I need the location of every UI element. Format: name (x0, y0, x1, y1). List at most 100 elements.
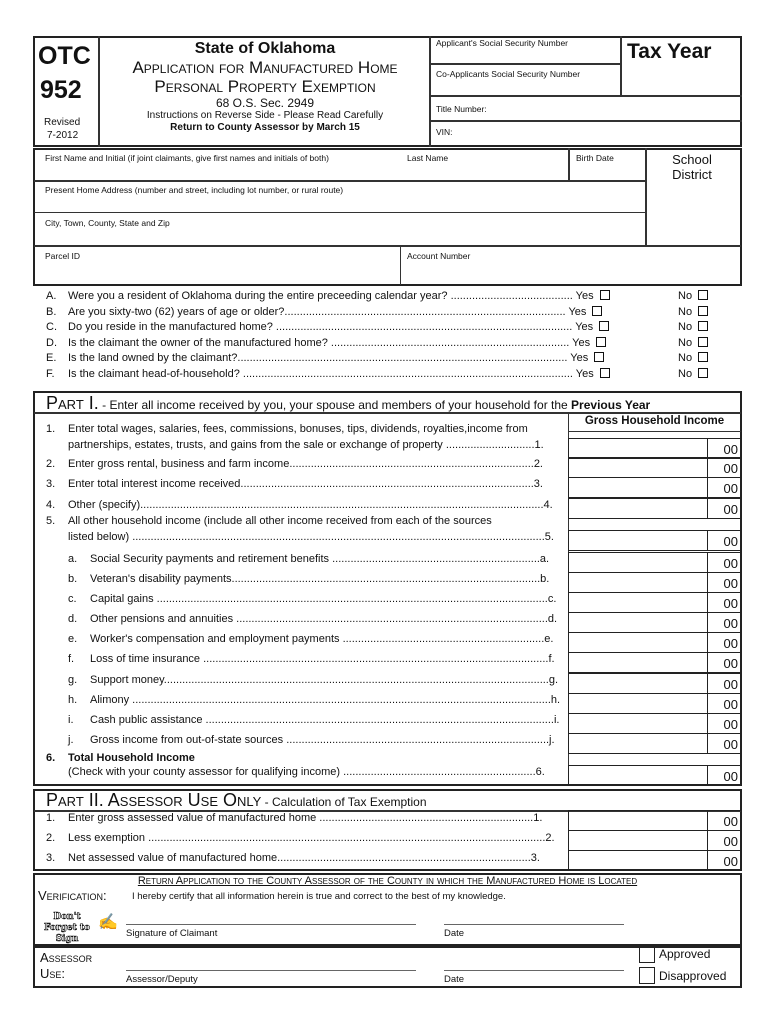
part2-dash: - (261, 795, 272, 809)
no-checkbox[interactable] (698, 321, 709, 331)
amount-field-e[interactable]: 00 (568, 632, 741, 653)
cents-field[interactable]: 00 (707, 810, 741, 831)
amount-field-b[interactable]: 00 (568, 572, 741, 593)
cents-field[interactable]: 00 (707, 477, 741, 498)
amount-field-2[interactable]: 00 (568, 457, 741, 478)
approved-checkbox[interactable] (639, 946, 655, 963)
yes-checkbox[interactable] (594, 352, 605, 362)
tax-year-label: Tax Year (627, 40, 712, 63)
cents-field[interactable]: 00 (707, 530, 741, 551)
cents-field[interactable]: 00 (707, 457, 741, 478)
signature-date-label: Date (444, 928, 465, 939)
school-district-label: School District (672, 152, 712, 182)
question-letter: D. (46, 337, 57, 349)
cents-field[interactable]: 00 (707, 850, 741, 871)
co-ssn-field[interactable] (432, 79, 618, 94)
no-option: No (678, 321, 709, 333)
cents-field[interactable]: 00 (707, 652, 741, 673)
line-text: listed below) ..........................… (68, 531, 554, 543)
last-name-field[interactable] (405, 164, 565, 178)
amount-field-g[interactable]: 00 (568, 673, 741, 694)
income-line-4: 4. Other (specify).......................… (46, 499, 553, 511)
cents-field[interactable]: 00 (707, 830, 741, 851)
yes-checkbox[interactable] (592, 306, 603, 316)
amount-field-d[interactable]: 00 (568, 612, 741, 633)
line-text: Enter gross assessed value of manufactur… (68, 812, 543, 824)
cents-field[interactable]: 00 (707, 552, 741, 573)
first-name-field[interactable] (40, 164, 400, 178)
vin-field[interactable] (460, 122, 738, 144)
signature-field[interactable] (126, 924, 416, 925)
tax-year-field[interactable] (624, 66, 739, 94)
cents-field[interactable]: 00 (707, 765, 741, 786)
signature-date-field[interactable] (444, 924, 624, 925)
cents-field[interactable]: 00 (707, 713, 741, 734)
assessor-deputy-label: Assessor/Deputy (126, 974, 198, 985)
title-number-field[interactable] (490, 98, 738, 118)
part1-desc-bold: Previous Year (571, 398, 651, 412)
amount-field-1[interactable]: 00 (568, 438, 741, 459)
cents-field[interactable]: 00 (707, 592, 741, 613)
cents-field[interactable]: 00 (707, 438, 741, 459)
amount-field-3[interactable]: 00 (568, 477, 741, 498)
no-checkbox[interactable] (698, 352, 709, 362)
assessment-amount-field-3[interactable]: 00 (568, 850, 741, 871)
line-text: Veteran's disability payments...........… (90, 573, 550, 585)
amount-field-f[interactable]: 00 (568, 652, 741, 673)
question-a: A. Were you a resident of Oklahoma during… (46, 290, 610, 302)
yes-checkbox[interactable] (599, 290, 610, 300)
income-line-b: b. Veteran's disability payments.........… (68, 573, 549, 585)
line-text: All other household income (include all … (68, 515, 492, 527)
birth-date-field[interactable] (572, 164, 642, 178)
cents-field[interactable]: 00 (707, 673, 741, 694)
cents-field[interactable]: 00 (707, 693, 741, 714)
address-field[interactable] (40, 196, 640, 210)
ssn-field[interactable] (432, 48, 618, 62)
applicant-box (33, 148, 742, 286)
amount-field-4[interactable]: 00 (568, 498, 741, 519)
line-text: Worker's compensation and employment pay… (90, 633, 554, 645)
header-box (33, 36, 742, 147)
assessor-label-line2: Use: (40, 966, 66, 981)
amount-field-j[interactable]: 00 (568, 733, 741, 754)
disapproved-checkbox[interactable] (639, 967, 655, 984)
school-district-field[interactable] (650, 185, 738, 243)
line-text: Capital gains ..........................… (90, 593, 557, 605)
ssn-label: Applicant's Social Security Number (436, 38, 569, 48)
form-number: 952 (40, 76, 82, 104)
question-letter: A. (46, 290, 57, 302)
no-checkbox[interactable] (698, 368, 709, 378)
line-text: Less exemption .........................… (68, 832, 555, 844)
parcel-field[interactable] (40, 263, 395, 283)
question-letter: C. (46, 321, 57, 333)
cents-field[interactable]: 00 (707, 733, 741, 754)
amount-field-i[interactable]: 00 (568, 713, 741, 734)
revised-label: Revised (44, 117, 81, 128)
cents-field[interactable]: 00 (707, 572, 741, 593)
amount-field-c[interactable]: 00 (568, 592, 741, 613)
line-number: h. (68, 694, 78, 706)
cents-field[interactable]: 00 (707, 612, 741, 633)
yes-checkbox[interactable] (599, 368, 610, 378)
verification-label: Verification: (38, 888, 107, 903)
assessment-amount-field-2[interactable]: 00 (568, 830, 741, 851)
line-number: d. (68, 613, 78, 625)
amount-field-5[interactable]: 00 (568, 530, 741, 551)
cents-field[interactable]: 00 (707, 498, 741, 519)
yes-checkbox[interactable] (599, 321, 610, 331)
no-checkbox[interactable] (698, 337, 709, 347)
account-field[interactable] (405, 263, 737, 283)
assessor-deputy-field[interactable] (126, 970, 416, 971)
amount-field-h[interactable]: 00 (568, 693, 741, 714)
no-checkbox[interactable] (698, 306, 709, 316)
amount-field-6[interactable]: 00 (568, 765, 741, 786)
assessment-amount-field-1[interactable]: 00 (568, 810, 741, 831)
assessor-date-field[interactable] (444, 970, 624, 971)
no-checkbox[interactable] (698, 290, 709, 300)
yes-checkbox[interactable] (596, 337, 607, 347)
income-line-4-heading: 5. All other household income (include al… (46, 515, 492, 527)
amount-field-a[interactable]: 00 (568, 552, 741, 573)
cents-field[interactable]: 00 (707, 632, 741, 653)
birth-date-label: Birth Date (576, 153, 614, 163)
city-field[interactable] (40, 229, 640, 243)
